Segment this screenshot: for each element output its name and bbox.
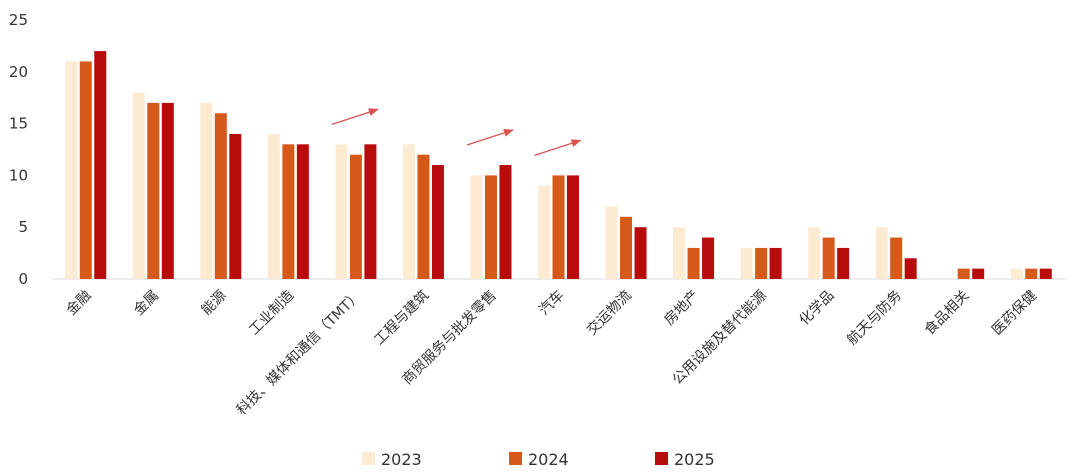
bar-2025 <box>567 175 579 279</box>
bar-2023 <box>740 247 753 279</box>
legend-swatch-2023 <box>362 452 375 465</box>
bar-2024 <box>755 247 768 279</box>
category-label: 工程与建筑 <box>371 288 432 349</box>
category-label: 能源 <box>199 288 230 319</box>
bar-2024 <box>552 175 565 279</box>
bar-2024 <box>890 237 903 279</box>
y-tick-label: 25 <box>9 11 28 29</box>
legend-label: 2024 <box>528 450 569 469</box>
bar-2023 <box>65 61 78 279</box>
bar-2025 <box>364 144 377 279</box>
bar-2024 <box>957 268 970 279</box>
y-tick-label: 10 <box>9 166 28 184</box>
category-label: 航天与防务 <box>844 288 905 349</box>
bar-2025 <box>229 133 242 279</box>
bar-2024 <box>417 154 430 279</box>
y-tick-label: 5 <box>18 218 28 236</box>
bar-2023 <box>335 144 348 279</box>
category-label: 医药保健 <box>989 288 1040 339</box>
legend-label: 2025 <box>674 450 715 469</box>
category-label: 房地产 <box>661 288 702 329</box>
bar-2023 <box>267 133 280 279</box>
bar-2025 <box>769 247 782 279</box>
bar-2024 <box>147 102 160 279</box>
trend-arrow-icon <box>534 139 582 157</box>
category-label: 交运物流 <box>583 287 635 339</box>
legend-swatch-2024 <box>509 452 522 465</box>
bar-2024 <box>620 216 633 279</box>
bar-2025 <box>161 102 174 279</box>
bar-2024 <box>822 237 835 279</box>
y-axis: 0 5 10 15 20 25 <box>9 11 28 288</box>
bar-2023 <box>538 185 550 279</box>
bar-2023 <box>673 227 686 279</box>
trend-arrow-icon <box>466 129 514 146</box>
category-label: 金属 <box>131 288 162 319</box>
bar-2025 <box>431 165 444 279</box>
bar-2024 <box>282 144 295 279</box>
bar-2023 <box>875 227 888 279</box>
legend-label: 2023 <box>381 450 422 469</box>
legend: 2023 2024 2025 <box>362 450 715 469</box>
bar-2025 <box>499 165 512 279</box>
bars <box>65 51 1052 280</box>
bar-2024 <box>484 175 497 279</box>
annotations <box>331 108 582 157</box>
category-label: 汽车 <box>536 287 568 319</box>
bar-2025 <box>296 144 309 279</box>
bar-2024 <box>214 113 227 280</box>
y-tick-label: 20 <box>9 63 28 81</box>
bar-2023 <box>132 92 145 280</box>
legend-swatch-2025 <box>655 452 668 465</box>
trend-arrow-icon <box>331 108 379 125</box>
bar-2025 <box>837 247 850 279</box>
bar-2025 <box>972 268 985 279</box>
bar-2023 <box>470 175 483 279</box>
bar-2023 <box>605 206 618 279</box>
bar-2025 <box>904 258 917 279</box>
bar-2025 <box>1039 268 1052 279</box>
bar-2025 <box>634 227 647 279</box>
bar-2024 <box>79 61 92 279</box>
bar-2024 <box>1025 268 1038 279</box>
category-label: 金融 <box>63 288 94 319</box>
bar-2023 <box>808 227 821 279</box>
y-tick-label: 0 <box>18 270 28 288</box>
category-label: 科技、媒体和通信（TMT） <box>234 288 365 419</box>
bar-2025 <box>702 237 715 279</box>
bar-2025 <box>94 51 107 279</box>
bar-2023 <box>402 144 415 279</box>
category-label: 工业制造 <box>246 288 297 339</box>
category-label: 食品相关 <box>921 287 973 339</box>
category-label: 化学品 <box>796 288 837 329</box>
bar-2024 <box>687 247 700 279</box>
category-labels: 金融 金属 能源 工业制造科技、媒体和通信（TMT） 工程与建筑商贸服务与批发零售 汽车交… <box>63 287 1040 419</box>
bar-2023 <box>1010 268 1023 279</box>
bar-2024 <box>349 154 362 279</box>
y-tick-label: 15 <box>9 115 28 133</box>
bar-2023 <box>200 102 213 279</box>
